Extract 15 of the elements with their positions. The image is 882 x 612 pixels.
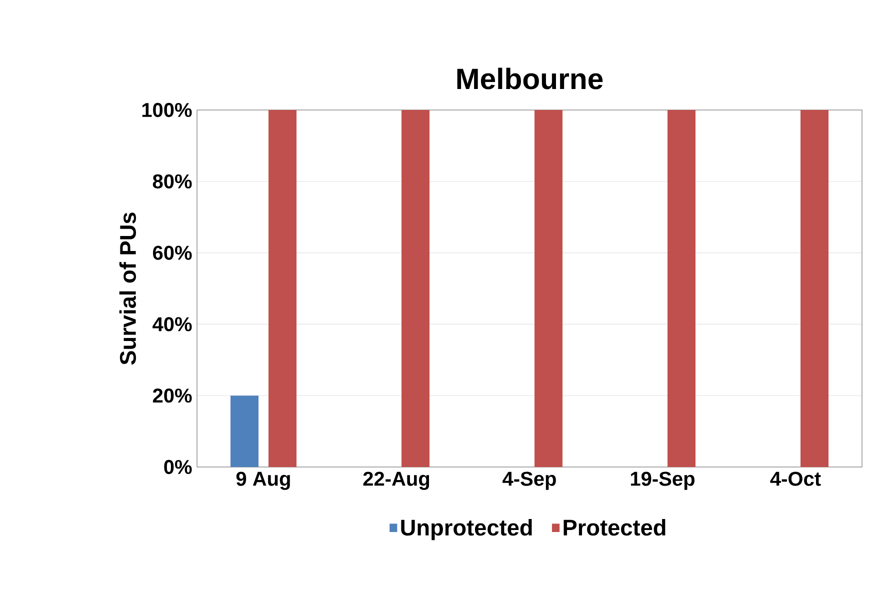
y-tick-label: 100% xyxy=(142,102,192,118)
y-tick-label: 0% xyxy=(164,460,192,474)
y-tick-label: 20% xyxy=(152,388,192,403)
legend-label: Protected xyxy=(564,519,666,536)
x-tick-label: 19-Sep xyxy=(630,472,694,490)
x-tick-label: 22-Aug xyxy=(363,472,430,490)
x-tick-label: 4-Oct xyxy=(770,472,821,486)
legend-label: Unprotected xyxy=(401,519,532,540)
y-axis-title: Survial of PUs xyxy=(119,212,136,365)
x-tick-label: 9 Aug xyxy=(236,472,290,490)
y-tick-label: 60% xyxy=(152,246,192,260)
chart-title: Melbourne xyxy=(457,68,603,90)
y-tick-label: 40% xyxy=(152,317,192,332)
x-tick-label: 4-Sep xyxy=(502,472,556,490)
y-tick-label: 80% xyxy=(152,174,192,188)
